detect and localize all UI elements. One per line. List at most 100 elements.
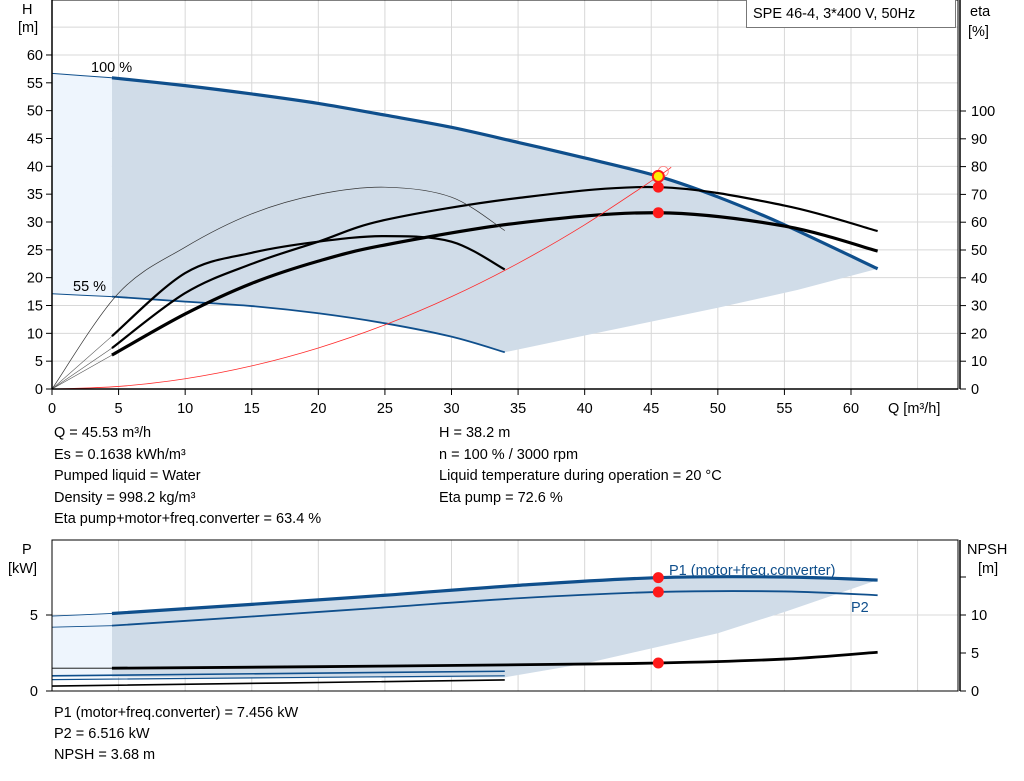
x-tick-label: 40 (577, 401, 593, 417)
npsh-tick-label: 5 (971, 646, 979, 662)
npsh-point (652, 657, 664, 669)
y-tick-label: 25 (27, 243, 43, 259)
info-p1: P1 (motor+freq.converter) = 7.456 kW (54, 705, 299, 721)
x-tick-label: 15 (244, 401, 260, 417)
eta-curve (111, 211, 879, 357)
h-curve-100 (111, 76, 879, 271)
p-axis-unit: [kW] (8, 561, 37, 577)
operating-areas (52, 73, 878, 678)
eta-curve (111, 234, 506, 338)
chart-title: SPE 46-4, 3*400 V, 50Hz (746, 0, 956, 28)
y2-tick-label: 90 (971, 132, 987, 148)
p1-curve (111, 575, 878, 616)
eta-guide-line (51, 354, 113, 390)
operating-area (111, 77, 878, 353)
eta-curve (111, 185, 878, 350)
p1-curve-label: P1 (motor+freq.converter) (669, 563, 835, 579)
info-p2: P2 = 6.516 kW (54, 726, 150, 742)
x-tick-label: 20 (310, 401, 326, 417)
y2-tick-label: 30 (971, 299, 987, 315)
info-es: Es = 0.1638 kWh/m³ (54, 447, 186, 463)
y-tick-label: 35 (27, 187, 43, 203)
x-tick-label: 55 (776, 401, 792, 417)
x-tick-label: 0 (48, 401, 56, 417)
info-density: Density = 998.2 kg/m³ (54, 490, 196, 506)
y2-tick-label: 0 (971, 382, 979, 398)
duty-point (651, 169, 665, 183)
y2-tick-label: 40 (971, 271, 987, 287)
y-tick-label: 60 (27, 48, 43, 64)
axes: 0 5 10 15 20 25 30 35 40 45 50 55 600510152025303540… (27, 0, 995, 700)
npsh-tick-label: 0 (971, 684, 979, 700)
x-tick-label: 10 (177, 401, 193, 417)
x-tick-label: 50 (710, 401, 726, 417)
curve-55 (51, 679, 505, 687)
min-flow-area (52, 73, 112, 297)
y-tick-label: 10 (27, 326, 43, 342)
x-tick-label: 25 (377, 401, 393, 417)
y-tick-label: 40 (27, 159, 43, 175)
speed-100-label: 100 % (91, 60, 132, 76)
curve-55 (51, 670, 505, 677)
curve-55 (51, 675, 505, 681)
y-tick-label: 15 (27, 298, 43, 314)
info-n: n = 100 % / 3000 rpm (439, 447, 579, 463)
info-liquid: Pumped liquid = Water (54, 468, 201, 484)
p1-point (652, 572, 664, 584)
x-tick-label: 5 (115, 401, 123, 417)
p-axis-label: P (22, 542, 32, 558)
eta-curve (51, 186, 505, 390)
y-tick-label: 0 (35, 382, 43, 398)
h-axis-label: H (22, 2, 32, 18)
system-curve (51, 166, 672, 390)
x-tick-label: 60 (843, 401, 859, 417)
y-tick-label: 50 (27, 104, 43, 120)
duty-points (651, 165, 669, 669)
eta-guide-line (51, 347, 113, 390)
eta-total-point (652, 207, 664, 219)
eta-guide-line (51, 335, 113, 390)
eta-pump-point (652, 181, 664, 193)
y-tick-label: 5 (35, 354, 43, 370)
power-curve-extension (51, 625, 112, 628)
p2-curve (111, 590, 878, 627)
h-curve-55 (111, 295, 506, 354)
info-npsh: NPSH = 3.68 m (54, 747, 156, 763)
h-curve-extension (51, 293, 112, 298)
y-tick-label: 45 (27, 131, 43, 147)
x-tick-label: 35 (510, 401, 526, 417)
npsh-axis-unit: [m] (978, 561, 998, 577)
speed-55-label: 55 % (73, 279, 106, 295)
info-h: H = 38.2 m (439, 425, 511, 441)
y2-tick-label: 20 (971, 326, 987, 342)
info-eta-total: Eta pump+motor+freq.converter = 63.4 % (54, 511, 322, 527)
info-temp: Liquid temperature during operation = 20… (439, 468, 722, 484)
y2-tick-label: 70 (971, 187, 987, 203)
eta-axis-label: eta (970, 4, 991, 20)
y2-tick-label: 50 (971, 243, 987, 259)
y-tick-label: 55 (27, 76, 43, 92)
y2-tick-label: 10 (971, 354, 987, 370)
y-tick-label: 30 (27, 215, 43, 231)
h-curve-extension (51, 72, 112, 79)
y2-tick-label: 60 (971, 215, 987, 231)
p-tick-label: 0 (30, 684, 38, 700)
npsh-axis-label: NPSH (967, 542, 1007, 558)
info-q: Q = 45.53 m³/h (54, 425, 152, 441)
p2-curve-label: P2 (851, 600, 869, 616)
h-axis-unit: [m] (18, 20, 38, 36)
npsh-tick-label: 10 (971, 608, 987, 624)
info-eta-pump: Eta pump = 72.6 % (439, 490, 563, 506)
x-tick-label: 45 (643, 401, 659, 417)
p2-point (652, 586, 664, 598)
y2-tick-label: 100 (971, 104, 995, 120)
power-min-flow-area (52, 613, 112, 678)
npsh-curve (111, 650, 878, 670)
y2-tick-label: 80 (971, 160, 987, 176)
eta-axis-unit: [%] (968, 24, 989, 40)
curves (51, 72, 879, 687)
q-axis-label: Q [m³/h] (888, 401, 940, 417)
y-tick-label: 20 (27, 271, 43, 287)
p-tick-label: 5 (30, 608, 38, 624)
